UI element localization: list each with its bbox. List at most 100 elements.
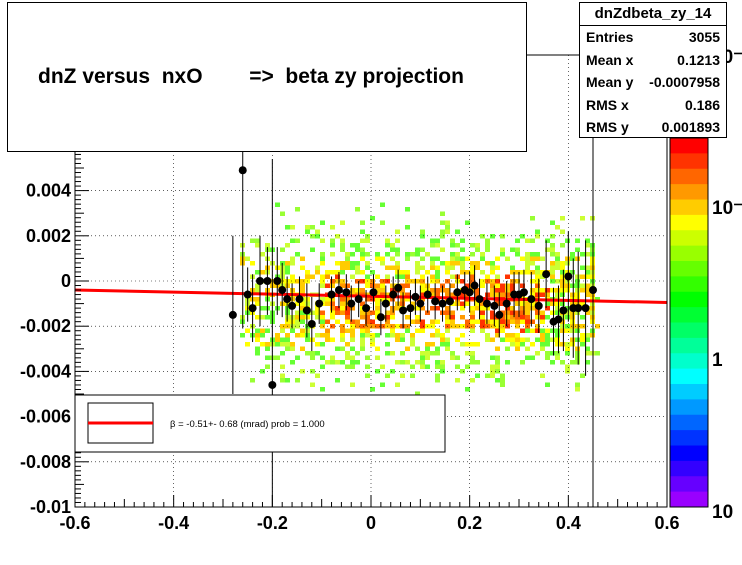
heat-cell (490, 310, 495, 315)
heat-cell (530, 301, 535, 306)
heat-cell (475, 292, 480, 297)
heat-cell (345, 265, 350, 270)
heat-cell (420, 288, 425, 293)
heat-cell (585, 288, 590, 293)
heat-cell (280, 351, 285, 356)
heat-cell (385, 315, 390, 320)
palette-band (670, 214, 708, 231)
heat-cell (435, 238, 440, 243)
heat-cell (505, 360, 510, 365)
heat-cell (345, 351, 350, 356)
heat-cell (340, 279, 345, 284)
y-axis-ticks: -0.01 -0.008 -0.006 -0.004 -0.002 0 0.002 0.004 (20, 54, 89, 517)
heat-cell (320, 355, 325, 360)
heat-cell (545, 315, 550, 320)
heat-cell (490, 234, 495, 239)
x-tick-label: 0 (366, 513, 376, 533)
stats-row-entries: Entries 3055 (580, 26, 726, 49)
heat-cell (510, 310, 515, 315)
heat-cell (565, 238, 570, 243)
heat-cell (295, 324, 300, 329)
data-point (438, 299, 447, 308)
heat-cell (420, 328, 425, 333)
heat-cell (485, 333, 490, 338)
heat-cell (365, 315, 370, 320)
heat-cell (435, 265, 440, 270)
heat-cell (485, 319, 490, 324)
heat-cell (375, 324, 380, 329)
heat-cell (525, 337, 530, 342)
heat-cell (585, 243, 590, 248)
heat-cell (395, 270, 400, 275)
heat-cell (335, 319, 340, 324)
heat-cell (385, 342, 390, 347)
heat-cell (470, 243, 475, 248)
heat-cell (370, 324, 375, 329)
heat-cell (555, 288, 560, 293)
heat-cell (290, 238, 295, 243)
heat-cell (350, 333, 355, 338)
palette-band (670, 153, 708, 170)
heat-cell (250, 261, 255, 266)
heat-cell (350, 324, 355, 329)
heat-cell (375, 292, 380, 297)
heat-cell (330, 238, 335, 243)
heat-cell (540, 328, 545, 333)
heat-cell (475, 261, 480, 266)
heat-cell (405, 297, 410, 302)
palette-label: 1 (712, 350, 723, 371)
heat-cell (555, 337, 560, 342)
heat-cell (290, 342, 295, 347)
heat-cell (530, 238, 535, 243)
profile-points (228, 166, 597, 389)
heat-cell (535, 337, 540, 342)
heat-cell (410, 301, 415, 306)
heat-cell (320, 261, 325, 266)
stats-label: Entries (586, 29, 634, 45)
heat-cell (510, 333, 515, 338)
heat-cell (370, 337, 375, 342)
heat-cell (325, 301, 330, 306)
heat-cell (505, 256, 510, 261)
heat-cell (565, 288, 570, 293)
heat-cell (470, 328, 475, 333)
heat-cell (450, 319, 455, 324)
heat-cell (360, 324, 365, 329)
heat-cell (320, 279, 325, 284)
heat-cell (445, 270, 450, 275)
heat-cell (585, 270, 590, 275)
heat-cell (520, 315, 525, 320)
heat-cell (500, 382, 505, 387)
heat-cell (480, 256, 485, 261)
heat-cell (565, 256, 570, 261)
heat-cell (495, 369, 500, 374)
heat-cell (395, 324, 400, 329)
heat-cell (485, 373, 490, 378)
heat-cell (450, 292, 455, 297)
heat-cell (260, 333, 265, 338)
heat-cell (405, 270, 410, 275)
heat-cell (535, 229, 540, 234)
heat-cell (565, 270, 570, 275)
heat-cell (415, 391, 420, 396)
heat-cell (305, 315, 310, 320)
heat-cell (360, 342, 365, 347)
heat-cell (380, 297, 385, 302)
heat-cell (520, 301, 525, 306)
heat-cell (555, 292, 560, 297)
heat-cell (545, 382, 550, 387)
heat-cell (580, 265, 585, 270)
heat-cell (295, 207, 300, 212)
heat-cell (300, 369, 305, 374)
heat-cell (350, 346, 355, 351)
heat-cell (485, 306, 490, 311)
heat-cell (560, 342, 565, 347)
heat-cell (330, 310, 335, 315)
heat-cell (355, 279, 360, 284)
heat-cell (260, 342, 265, 347)
data-point (228, 310, 237, 319)
heat-cell (330, 355, 335, 360)
heat-cell (335, 346, 340, 351)
heat-cell (435, 256, 440, 261)
heat-cell (550, 279, 555, 284)
